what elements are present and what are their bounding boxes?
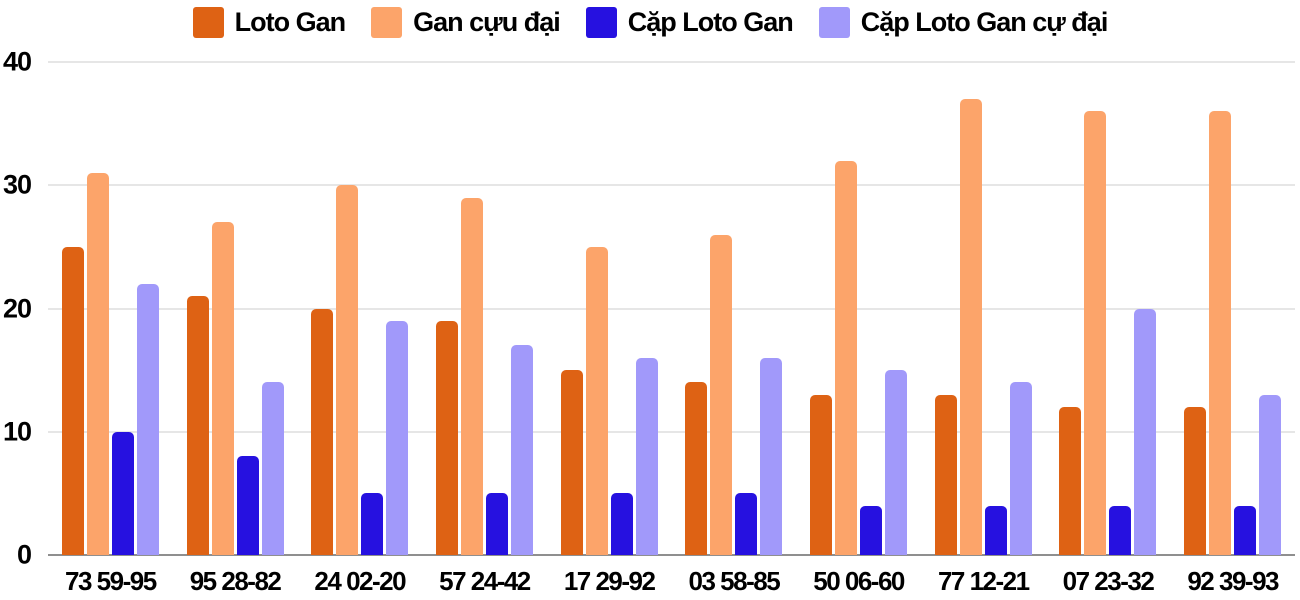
bar <box>485 493 508 555</box>
bar <box>1184 407 1207 555</box>
bar-group-6 <box>796 62 921 555</box>
x-tick-label-3: 57 24-42 <box>439 566 531 596</box>
x-tick-label-9: 92 39-93 <box>1187 566 1279 596</box>
y-tick-label-10: 10 <box>2 416 32 447</box>
bar <box>311 308 334 555</box>
bar <box>984 505 1007 555</box>
bar <box>86 172 109 555</box>
bar <box>1209 111 1232 555</box>
bar <box>610 493 633 555</box>
bar <box>1134 308 1157 555</box>
x-axis-baseline <box>48 554 1295 556</box>
bar <box>1234 505 1257 555</box>
legend-label: Cặp Loto Gan <box>627 7 794 37</box>
legend-swatch <box>192 7 224 38</box>
bar <box>186 296 209 555</box>
legend-swatch <box>818 7 850 38</box>
bar <box>635 357 658 555</box>
bar <box>211 222 234 555</box>
legend-swatch <box>371 7 403 38</box>
bar <box>111 431 134 555</box>
bar <box>510 345 533 555</box>
y-tick-label-20: 20 <box>2 293 32 323</box>
bar <box>835 160 858 555</box>
bar <box>1109 505 1132 555</box>
x-tick-label-2: 24 02-20 <box>314 566 406 596</box>
x-tick-label-0: 73 59-95 <box>65 566 157 596</box>
gridline-20 <box>48 307 1295 310</box>
plot-area <box>48 61 1295 556</box>
bar <box>361 493 384 555</box>
x-tick-label-8: 07 23-32 <box>1062 566 1155 596</box>
bar <box>560 370 583 555</box>
chart-legend: Loto Gan Gan cựu đại Cặp Loto Gan Cặp Loto … <box>0 7 1300 38</box>
bar-group-1 <box>173 62 298 555</box>
bar <box>386 320 409 555</box>
y-tick-label-0: 0 <box>16 539 32 570</box>
bar <box>1259 394 1282 555</box>
bar <box>1084 111 1107 555</box>
x-tick-label-6: 50 06-60 <box>813 566 905 596</box>
bar-group-3 <box>422 62 547 555</box>
bar <box>336 185 359 555</box>
x-tick-label-7: 77 12-21 <box>937 566 1030 596</box>
legend-item-0: Loto Gan <box>192 7 346 38</box>
bar-group-8 <box>1046 62 1171 555</box>
bar <box>61 246 84 555</box>
bar <box>435 320 458 555</box>
legend-item-2: Cặp Loto Gan <box>585 7 794 38</box>
bars-layer <box>48 62 1295 555</box>
legend-label: Cặp Loto Gan cự đại <box>860 7 1109 37</box>
y-axis: 0 10 20 30 40 <box>0 48 33 568</box>
bar-group-9 <box>1170 62 1295 555</box>
x-axis: 73 59-95 95 28-82 24 02-20 57 24-42 17 29-92… <box>48 557 1295 600</box>
bar <box>959 98 982 555</box>
bar-group-2 <box>297 62 422 555</box>
bar <box>760 357 783 555</box>
x-tick-label-5: 03 58-85 <box>688 566 781 596</box>
bar-group-5 <box>672 62 797 555</box>
bar <box>885 370 908 555</box>
bar <box>261 382 284 555</box>
bar <box>236 456 259 555</box>
bar <box>1059 407 1082 555</box>
bar <box>136 283 159 555</box>
y-tick-label-30: 30 <box>2 169 32 200</box>
bar-group-0 <box>48 62 173 555</box>
legend-item-3: Cặp Loto Gan cự đại <box>818 7 1109 38</box>
bar <box>1009 382 1032 555</box>
legend-label: Gan cựu đại <box>413 7 561 37</box>
bar <box>934 394 957 555</box>
bar <box>860 505 883 555</box>
x-tick-label-4: 17 29-92 <box>563 566 656 596</box>
bar <box>735 493 758 555</box>
bar <box>710 234 733 555</box>
gridline-40 <box>48 61 1295 63</box>
y-tick-label-40: 40 <box>2 46 32 77</box>
bar <box>585 246 608 555</box>
x-tick-label-1: 95 28-82 <box>189 566 282 596</box>
bar-group-4 <box>547 62 672 555</box>
gridline-30 <box>48 184 1295 187</box>
gridline-10 <box>48 430 1295 433</box>
bar-group-7 <box>921 62 1046 555</box>
bar <box>810 394 833 555</box>
legend-label: Loto Gan <box>234 7 346 37</box>
legend-item-1: Gan cựu đại <box>371 7 561 38</box>
legend-swatch <box>585 7 617 38</box>
bar <box>685 382 708 555</box>
bar <box>460 197 483 555</box>
